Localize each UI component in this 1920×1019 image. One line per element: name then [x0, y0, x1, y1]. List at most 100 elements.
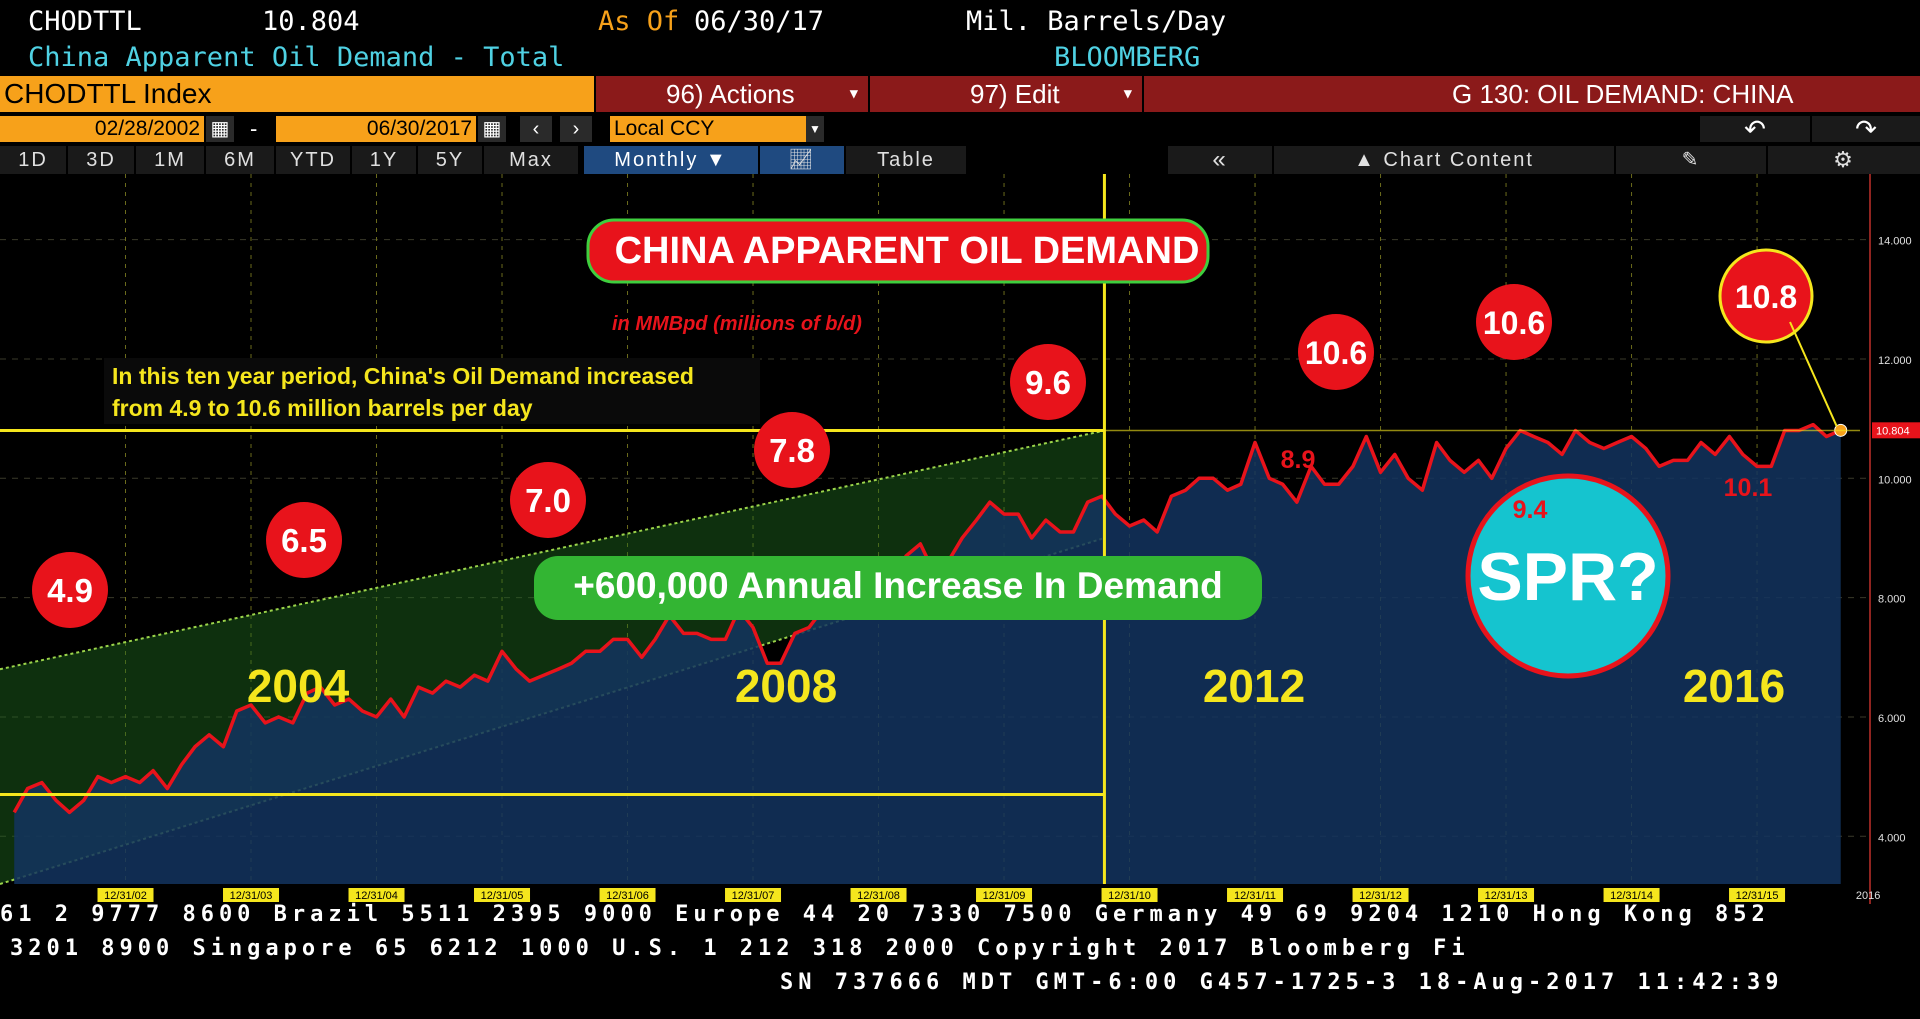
double-chevron-left-icon[interactable]: «	[1168, 146, 1272, 174]
callout-leader	[1789, 321, 1838, 427]
currency-select[interactable]: Local CCY	[610, 116, 806, 142]
value-callout-label: 6.5	[281, 522, 327, 559]
tab-5y[interactable]: 5Y	[418, 146, 482, 174]
tab-max[interactable]: Max	[484, 146, 578, 174]
next-period-button[interactable]: ›	[560, 116, 592, 142]
date-marker-box	[850, 888, 907, 902]
increase-banner-text: +600,000 Annual Increase In Demand	[573, 565, 1223, 606]
period-note-box	[104, 358, 760, 424]
units-label: Mil. Barrels/Day	[966, 6, 1227, 37]
value-callout-label: 10.6	[1483, 305, 1545, 341]
title-pill	[586, 218, 1210, 284]
date-separator: -	[250, 116, 258, 141]
date-marker-box	[1352, 888, 1409, 902]
security-field[interactable]: CHODTTL Index	[0, 76, 594, 112]
big-year-label: 2012	[1203, 660, 1305, 712]
date-marker-label: 12/31/10	[1108, 890, 1151, 902]
contact-ticker-line-1: 61 2 9777 8600 Brazil 5511 2395 9000 Eur…	[0, 902, 1770, 927]
period-select[interactable]: Monthly ▼	[584, 146, 758, 174]
series-area	[14, 424, 1841, 884]
date-marker-box	[725, 888, 782, 902]
currency-value: Local CCY	[614, 117, 715, 140]
chart-type-line-icon[interactable]: 📈︎	[760, 146, 844, 174]
chevron-down-icon: ▼	[1123, 86, 1132, 102]
function-title-bar: G 130: OIL DEMAND: CHINA	[1144, 76, 1920, 112]
date-marker-label: 12/31/13	[1485, 890, 1528, 902]
last-value: 10.804	[262, 6, 360, 37]
y-tick-label: 14.000	[1878, 236, 1912, 248]
tab-6m[interactable]: 6M	[206, 146, 274, 174]
edit-chart-icon[interactable]: ✎	[1616, 146, 1766, 174]
edit-menu-label: 97) Edit	[970, 79, 1060, 109]
actions-menu-label: 96) Actions	[666, 79, 795, 109]
date-marker-box	[1603, 888, 1660, 902]
previous-period-button[interactable]: ‹	[520, 116, 552, 142]
edit-menu[interactable]: 97) Edit ▼	[870, 76, 1142, 112]
last-value-badge-label: 10.804	[1876, 425, 1910, 437]
y-tick-label: 10.000	[1878, 474, 1912, 486]
y-tick-label: 6.000	[1878, 713, 1906, 725]
date-marker-label: 12/31/11	[1234, 890, 1276, 902]
tab-ytd[interactable]: YTD	[276, 146, 350, 174]
date-marker-box	[976, 888, 1033, 902]
tab-1y[interactable]: 1Y	[352, 146, 416, 174]
value-callout-circle	[1718, 248, 1814, 344]
calendar-icon[interactable]: ▦	[206, 116, 234, 142]
undo-arrow-icon[interactable]: ↶	[1700, 116, 1810, 142]
date-marker-label: 12/31/08	[857, 890, 900, 902]
value-callout-label: 7.8	[769, 432, 815, 469]
chart-content-label: Chart Content	[1383, 149, 1534, 171]
x-year-label: 2016	[1856, 890, 1880, 902]
big-year-label: 2008	[735, 660, 837, 712]
chevron-down-icon: ▼	[849, 86, 858, 102]
trend-upper-line	[0, 429, 1105, 671]
date-marker-label: 12/31/03	[230, 890, 273, 902]
y-tick-label: 8.000	[1878, 594, 1906, 606]
low-value-label: 8.9	[1281, 446, 1316, 474]
value-callout-label: 10.6	[1305, 335, 1367, 371]
security-description: China Apparent Oil Demand - Total	[28, 42, 565, 73]
tab-3d[interactable]: 3D	[68, 146, 134, 174]
date-marker-label: 12/31/06	[606, 890, 649, 902]
y-tick-label: 4.000	[1878, 832, 1906, 844]
chart-content-button[interactable]: ▲ Chart Content	[1274, 146, 1614, 174]
period-note-line-1: In this ten year period, China's Oil Dem…	[112, 363, 694, 389]
actions-menu[interactable]: 96) Actions ▼	[596, 76, 868, 112]
date-marker-box	[348, 888, 405, 902]
date-marker-label: 12/31/02	[104, 890, 147, 902]
end-date-field[interactable]: 06/30/2017	[276, 116, 476, 142]
security-field-text: CHODTTL Index	[4, 78, 212, 109]
start-date-field[interactable]: 02/28/2002	[0, 116, 204, 142]
gear-icon[interactable]: ⚙	[1768, 146, 1920, 174]
end-date-value: 06/30/2017	[366, 117, 472, 140]
date-marker-label: 12/31/04	[355, 890, 398, 902]
value-callout-circle	[1010, 344, 1086, 420]
redo-arrow-icon[interactable]: ↷	[1812, 116, 1920, 142]
session-ticker: SN 737666 MDT GMT-6:00 G457-1725-3 18-Au…	[780, 970, 1784, 995]
tab-table[interactable]: Table	[846, 146, 966, 174]
value-callout-label: 4.9	[47, 572, 93, 609]
value-callout-circle	[754, 412, 830, 488]
date-marker-label: 12/31/12	[1359, 890, 1402, 902]
as-of-date: 06/30/17	[694, 6, 825, 37]
value-callout-label: 9.6	[1025, 364, 1071, 401]
as-of-label: As Of	[598, 6, 680, 37]
tab-1d[interactable]: 1D	[0, 146, 66, 174]
date-marker-box	[474, 888, 531, 902]
axes: 14.00012.00010.0008.0006.0004.0002002200…	[97, 174, 1920, 904]
tab-1m[interactable]: 1M	[136, 146, 204, 174]
value-callout-circle	[1298, 314, 1374, 390]
value-callout-circle	[266, 502, 342, 578]
source-label: BLOOMBERG	[1054, 42, 1201, 73]
calendar-icon[interactable]: ▦	[478, 116, 506, 142]
spr-circle	[1465, 473, 1671, 679]
big-year-label: 2016	[1683, 660, 1785, 712]
chevron-down-icon[interactable]: ▼	[806, 116, 824, 142]
date-marker-box	[1101, 888, 1158, 902]
low-value-label: 9.4	[1513, 496, 1548, 524]
period-note-line-2: from 4.9 to 10.6 million barrels per day	[112, 395, 533, 421]
annotation-layer: In this ten year period, China's Oil Dem…	[0, 174, 1860, 884]
value-callout-circle	[32, 552, 108, 628]
start-date-value: 02/28/2002	[94, 117, 200, 140]
value-callout-circle	[510, 462, 586, 538]
